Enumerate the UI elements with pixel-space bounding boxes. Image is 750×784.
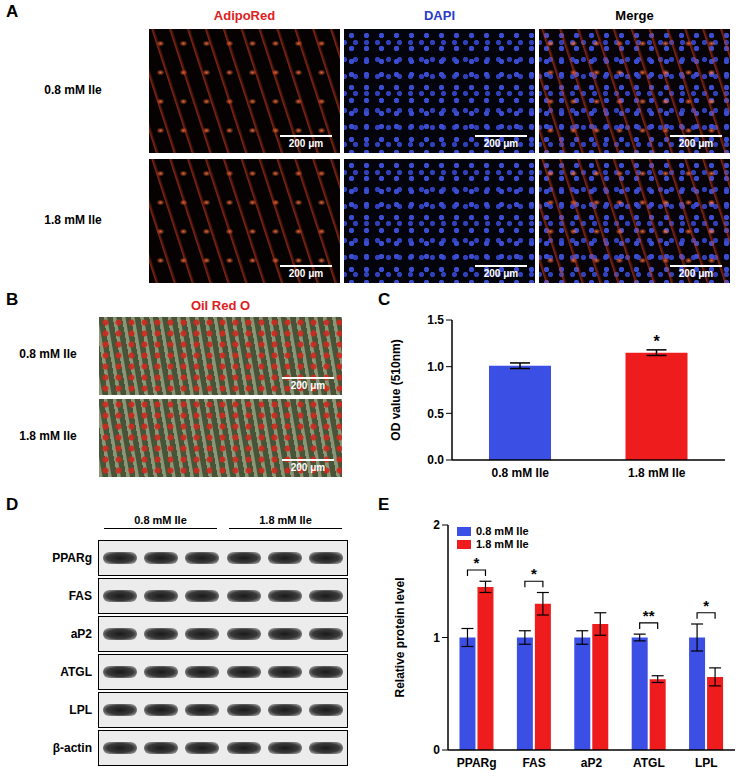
svg-text:OD value (510nm): OD value (510nm) xyxy=(389,339,403,440)
html-text:β-actin: β-actin xyxy=(52,741,92,755)
svg-text:PPARg: PPARg xyxy=(457,756,497,770)
svg-text:LPL: LPL xyxy=(695,756,718,770)
html-text:Oil Red O: Oil Red O xyxy=(190,298,251,313)
svg-text:aP2: aP2 xyxy=(581,756,603,770)
html-text:0.8 mM Ile: 0.8 mM Ile xyxy=(134,514,187,526)
svg-text:1.8 mM Ile: 1.8 mM Ile xyxy=(628,466,686,480)
html-text:200 μm: 200 μm xyxy=(483,138,519,149)
html-text:PPARg: PPARg xyxy=(52,551,92,565)
html-text:E: E xyxy=(378,495,390,514)
html-text:0.8 mM Ile: 0.8 mM Ile xyxy=(44,83,102,97)
html-text:D: D xyxy=(6,495,19,514)
html-text:DAPI: DAPI xyxy=(424,8,455,23)
svg-text:FAS: FAS xyxy=(522,756,545,770)
svg-text:2: 2 xyxy=(433,518,440,532)
html-text:FAS: FAS xyxy=(68,589,92,603)
svg-text:ATGL: ATGL xyxy=(633,756,665,770)
svg-text:0.5: 0.5 xyxy=(427,407,444,421)
html-text:200 μm: 200 μm xyxy=(288,138,324,149)
svg-text:**: ** xyxy=(643,607,655,624)
html-text:200 μm: 200 μm xyxy=(290,380,326,391)
svg-text:*: * xyxy=(703,597,709,614)
html-text:1.8 mM Ile: 1.8 mM Ile xyxy=(44,213,102,227)
svg-text:0.0: 0.0 xyxy=(427,453,444,467)
html-text:200 μm: 200 μm xyxy=(678,268,714,279)
svg-text:Relative protein level: Relative protein level xyxy=(393,577,407,697)
html-text:0.8 mM Ile: 0.8 mM Ile xyxy=(19,347,77,361)
html-text:Merge: Merge xyxy=(615,8,654,23)
html-text:0.8 mM Ile: 0.8 mM Ile xyxy=(476,525,529,537)
html-text:200 μm: 200 μm xyxy=(483,268,519,279)
html-text:1.8 mM Ile: 1.8 mM Ile xyxy=(259,514,312,526)
svg-text:0: 0 xyxy=(433,743,440,757)
svg-text:1: 1 xyxy=(433,631,440,645)
html-text:1.8 mM Ile: 1.8 mM Ile xyxy=(19,429,77,443)
svg-text:1.0: 1.0 xyxy=(427,360,444,374)
html-text:ATGL: ATGL xyxy=(60,665,92,679)
svg-text:*: * xyxy=(531,565,537,582)
html-text:LPL: LPL xyxy=(69,703,92,717)
html-text:1.8 mM Ile: 1.8 mM Ile xyxy=(476,538,529,550)
svg-text:1.5: 1.5 xyxy=(427,313,444,327)
html-text:B: B xyxy=(6,290,19,309)
html-text:200 μm: 200 μm xyxy=(290,462,326,473)
html-text:aP2: aP2 xyxy=(70,627,92,641)
html-text:200 μm: 200 μm xyxy=(288,268,324,279)
html-text:A: A xyxy=(6,2,19,21)
html-text:C: C xyxy=(378,290,391,309)
html-text:200 μm: 200 μm xyxy=(678,138,714,149)
svg-text:*: * xyxy=(474,554,480,571)
svg-text:0.8 mM Ile: 0.8 mM Ile xyxy=(492,466,550,480)
svg-text:*: * xyxy=(653,333,660,350)
html-text:AdipoRed: AdipoRed xyxy=(213,8,276,23)
